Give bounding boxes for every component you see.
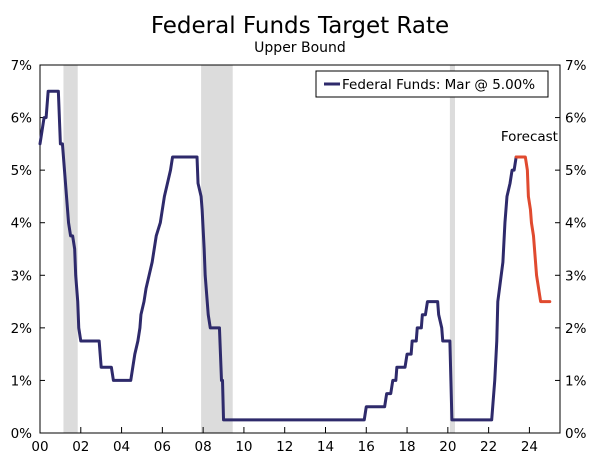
y-tick-label-right-4: 4% <box>565 216 587 232</box>
y-tick-label-right-0: 0% <box>565 426 587 442</box>
x-tick-label-8: 16 <box>358 439 375 455</box>
x-tick-label-0: 00 <box>31 439 48 455</box>
y-tick-label-left-3: 3% <box>11 268 33 284</box>
x-tick-label-9: 18 <box>398 439 415 455</box>
recession-shading-layer <box>63 65 455 433</box>
legend-box <box>315 70 549 98</box>
annotation-forecast-label: Forecast <box>501 129 558 145</box>
x-tick-label-5: 10 <box>235 439 252 455</box>
x-tick-label-3: 06 <box>154 439 171 455</box>
annotations: Forecast <box>501 129 558 145</box>
chart-subtitle: Upper Bound <box>254 40 346 56</box>
recession-band-1 <box>201 65 233 433</box>
series-layer <box>38 89 552 422</box>
y-tick-label-left-0: 0% <box>11 426 33 442</box>
plot-border <box>39 64 561 434</box>
legend-label: Federal Funds: Mar @ 5.00% <box>342 77 535 93</box>
y-tick-label-right-5: 5% <box>565 163 587 179</box>
y-tick-label-left-7: 7% <box>11 58 33 74</box>
x-tick-label-11: 22 <box>480 439 497 455</box>
y-tick-label-right-6: 6% <box>565 111 587 127</box>
y-tick-label-right-7: 7% <box>565 58 587 74</box>
y-tick-label-left-6: 6% <box>11 111 33 127</box>
series-line-forecast <box>514 155 552 304</box>
y-tick-label-right-2: 2% <box>565 321 587 337</box>
x-tick-label-6: 12 <box>276 439 293 455</box>
x-tick-label-12: 24 <box>521 439 538 455</box>
plot-frame <box>39 64 561 434</box>
axis-ticks: 0% 0% 1% 1% 2% 2% 3% 3% 4% 4% 5% 5% 6% 6% 7% 7% 00 02 04 06… <box>11 58 587 455</box>
x-tick-label-1: 02 <box>72 439 89 455</box>
recession-band-0 <box>63 65 78 433</box>
y-tick-label-right-1: 1% <box>565 373 587 389</box>
y-tick-label-right-3: 3% <box>565 268 587 284</box>
x-tick-label-2: 04 <box>113 439 130 455</box>
y-tick-label-left-1: 1% <box>11 373 33 389</box>
y-tick-label-left-5: 5% <box>11 163 33 179</box>
x-tick-label-7: 14 <box>317 439 334 455</box>
y-tick-label-left-4: 4% <box>11 216 33 232</box>
chart-title: Federal Funds Target Rate <box>151 13 449 39</box>
recession-band-2 <box>449 65 455 433</box>
y-tick-label-left-2: 2% <box>11 321 33 337</box>
x-tick-label-4: 08 <box>195 439 212 455</box>
series-line-federal-funds <box>38 89 518 422</box>
legend: Federal Funds: Mar @ 5.00% <box>315 70 549 98</box>
x-tick-label-10: 20 <box>439 439 456 455</box>
